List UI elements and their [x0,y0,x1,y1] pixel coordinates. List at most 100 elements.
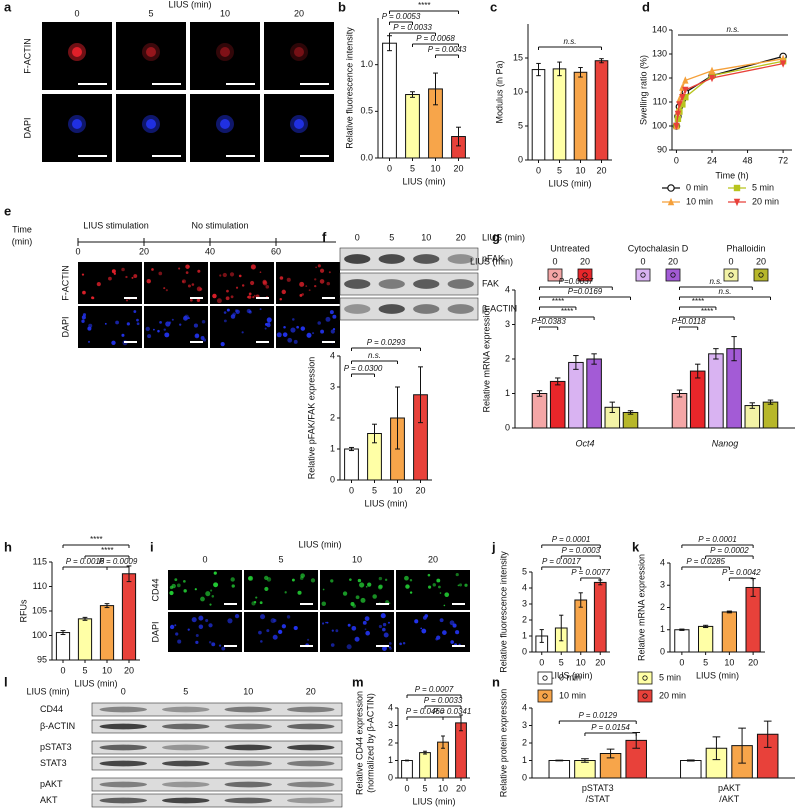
cell [382,627,386,632]
cell [81,273,85,276]
bar [99,605,115,661]
cell [126,322,130,326]
cell [121,333,125,337]
significance-label: P = 0.0033 [424,696,463,705]
cell [104,322,107,325]
x-tick-label: 10 [576,657,586,667]
legend-marker [667,197,675,206]
legend-swatch [537,689,553,703]
error-bar [555,759,564,762]
bar [674,629,690,653]
cell [259,308,262,311]
panel-letter: g [492,229,500,244]
y-tick-label: 100 [32,630,47,640]
cell [272,634,278,640]
micrograph [190,22,260,90]
cell [81,319,85,323]
cell [146,278,151,284]
band [287,760,335,767]
cell [260,614,266,620]
cell [365,585,368,588]
y-tick-label: 130 [652,48,667,58]
significance-label: n.s. [709,277,722,286]
cell [322,588,325,591]
band [162,744,210,751]
significance-label: **** [551,297,564,306]
error-bar [676,389,683,398]
cell [276,332,282,338]
bar [531,69,546,161]
error-bar [104,603,110,609]
bar [344,448,359,481]
significance-label: P = 0.0154 [591,723,630,732]
x-tick-label: 0 [674,155,679,165]
cell [205,618,209,623]
x-axis-label: LIUS (min) [412,796,455,806]
cell [174,624,177,627]
cell [248,575,254,581]
legend-dot [728,272,734,278]
cell [442,630,447,635]
error-bar [591,353,597,365]
significance-label: P = 0.0043 [428,45,467,54]
cell [314,284,317,288]
cell [443,604,446,607]
cell [293,625,298,631]
cell [342,591,348,596]
cell [420,627,423,630]
cell [320,329,325,334]
row-label: pFAK [482,253,504,263]
y-axis-label: Relative fluorescence intensity [498,551,508,673]
significance-label: P = 0.0003 [561,546,600,555]
x-tick-label: 10 [102,665,112,675]
cell [115,320,119,325]
error-bar [703,624,709,629]
error-bar [573,355,579,370]
y-axis-label: Swelling ratio (%) [638,55,648,125]
cell [314,278,317,281]
cell [238,274,242,278]
y-tick-label: 90 [657,144,667,154]
cell [427,573,431,577]
cell-glow [290,43,308,61]
cell [253,294,256,297]
y-tick-label: 1 [388,755,393,765]
cell-glow [216,43,234,61]
cell [187,628,190,631]
band [99,797,147,804]
column-label: 0 [355,232,360,242]
cell [264,327,267,330]
cell [286,615,291,619]
cell [372,594,377,599]
cell [185,271,189,274]
cell [264,322,268,326]
bar [689,370,706,429]
y-axis-label: Relative protein expression [498,689,508,798]
cell [332,327,336,331]
cell [364,616,370,621]
cell [321,601,327,607]
cell [191,617,197,623]
cell [164,332,170,338]
cell [329,310,334,315]
cell [297,590,302,595]
bar [568,361,584,429]
cell [330,579,334,583]
error-bar [581,758,589,763]
cell [330,329,335,334]
significance-label: P = 0.0129 [578,711,617,720]
band [287,781,335,788]
y-tick-label: 1 [330,443,335,453]
y-tick-label: 0 [518,154,523,164]
cell [216,298,222,304]
cell [255,596,258,599]
y-axis-label: Relative mRNA expression [636,554,646,661]
cell [290,327,296,333]
cell [177,639,182,644]
cell [359,582,365,588]
row-label: F-ACTIN [60,265,70,301]
cell [163,328,166,331]
cell [384,578,388,582]
cell [292,318,295,321]
